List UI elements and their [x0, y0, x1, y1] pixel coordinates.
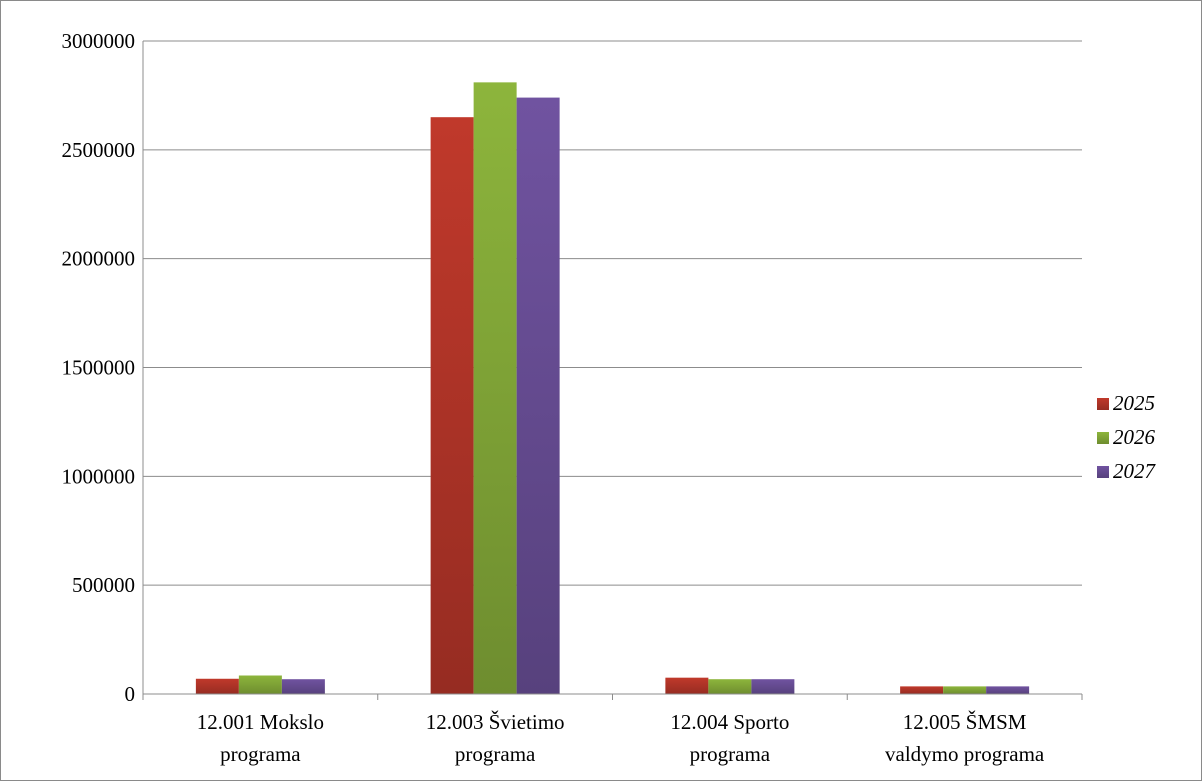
legend-label: 2025 — [1113, 391, 1155, 415]
category-label: programa — [220, 742, 301, 766]
bar — [708, 679, 752, 694]
y-tick-label: 3000000 — [62, 29, 136, 53]
y-tick-label: 0 — [125, 682, 136, 706]
bar — [238, 675, 282, 694]
legend-swatch — [1097, 432, 1109, 444]
category-label: 12.003 Švietimo — [426, 710, 565, 734]
bar — [281, 679, 325, 694]
category-label: programa — [690, 742, 771, 766]
y-tick-label: 2000000 — [62, 247, 136, 271]
category-label: 12.004 Sporto — [670, 710, 789, 734]
bar — [900, 686, 944, 694]
y-tick-label: 1000000 — [62, 464, 136, 488]
bar — [986, 686, 1030, 694]
legend-swatch — [1097, 466, 1109, 478]
category-label: 12.001 Mokslo — [197, 710, 324, 734]
bar — [195, 678, 239, 694]
y-tick-label: 2500000 — [62, 138, 136, 162]
bar — [943, 686, 987, 694]
bar — [516, 97, 560, 695]
y-tick-label: 1500000 — [62, 356, 136, 380]
legend-label: 2026 — [1113, 425, 1156, 449]
legend-label: 2027 — [1113, 459, 1157, 483]
bar — [430, 117, 474, 694]
bar — [665, 677, 709, 694]
category-label: 12.005 ŠMSM — [903, 710, 1027, 734]
legend-swatch — [1097, 398, 1109, 410]
category-label: valdymo programa — [885, 742, 1045, 766]
bar — [473, 82, 517, 694]
bar — [751, 679, 795, 694]
y-tick-label: 500000 — [72, 573, 135, 597]
category-label: programa — [455, 742, 536, 766]
